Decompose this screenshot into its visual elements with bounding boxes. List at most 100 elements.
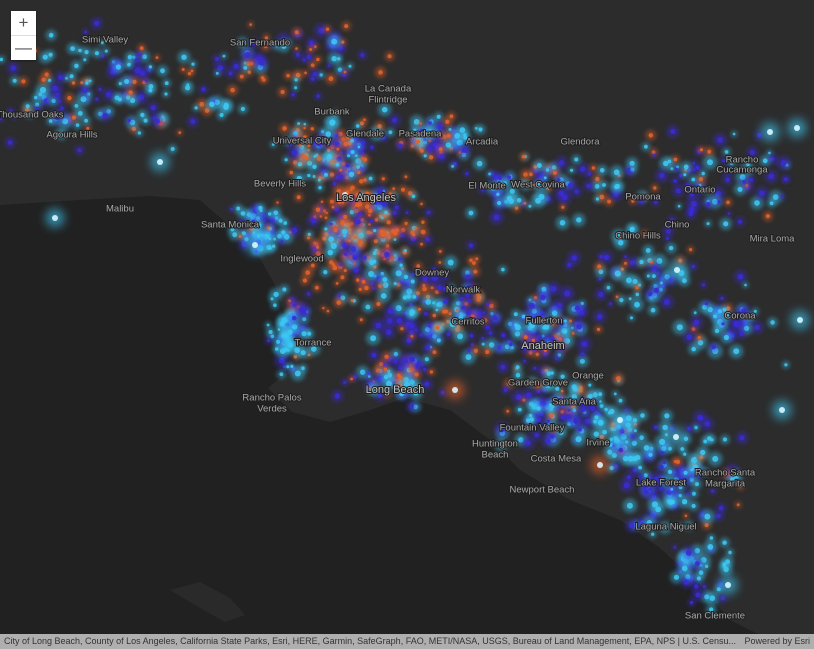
incident-dot (291, 315, 297, 321)
incident-dot (75, 123, 80, 127)
incident-dot (60, 106, 64, 110)
incident-dot (547, 187, 551, 191)
incident-dot (461, 147, 468, 153)
incident-dot (292, 136, 297, 141)
incident-dot (285, 138, 290, 143)
incident-dot (148, 65, 152, 69)
incident-dot (388, 192, 393, 197)
incident-dot (325, 131, 332, 137)
incident-dot (334, 393, 340, 399)
incident-dot (697, 190, 702, 194)
incident-dot (98, 87, 102, 91)
incident-dot (392, 210, 397, 215)
incident-dot (42, 54, 48, 60)
incident-dot (317, 178, 321, 182)
incident-dot (319, 215, 323, 218)
incident-dot (58, 131, 64, 137)
incident-dot (438, 250, 442, 253)
incident-dot (273, 291, 279, 298)
incident-dot (643, 473, 648, 478)
incident-dot (722, 159, 726, 163)
incident-dot (521, 154, 526, 159)
place-label: Glendale (346, 129, 384, 140)
incident-dot (69, 74, 74, 79)
incident-dot (701, 283, 706, 287)
incident-dot (693, 311, 697, 315)
incident-dot (0, 116, 3, 121)
incident-dot (372, 286, 376, 290)
incident-dot (599, 404, 604, 408)
incident-dot (362, 256, 367, 260)
incident-dot (190, 69, 194, 73)
zoom-in-button[interactable]: + (18, 13, 29, 32)
incident-dot (534, 432, 539, 438)
incident-dot (765, 214, 771, 219)
incident-dot (567, 262, 572, 267)
incident-dot (470, 343, 474, 347)
incident-dot (549, 403, 552, 407)
incident-dot (756, 133, 762, 138)
powered-by[interactable]: Powered by Esri (744, 636, 810, 646)
incident-dot (560, 415, 565, 420)
incident-dot (376, 368, 381, 373)
incident-dot (343, 70, 347, 74)
incident-dot (335, 142, 339, 147)
incident-dot (503, 388, 508, 392)
incident-dot (373, 130, 380, 137)
incident-dot (278, 357, 285, 364)
incident-dot (239, 74, 244, 79)
incident-dot (384, 354, 389, 359)
incident-dot (150, 105, 156, 111)
incident-dot (316, 94, 321, 98)
incident-dot (378, 198, 384, 204)
incident-dot (513, 312, 518, 317)
incident-dot (595, 197, 600, 201)
incident-dot (598, 277, 602, 281)
incident-dot (659, 172, 665, 179)
incident-dot (720, 596, 725, 601)
incident-dot (406, 294, 412, 299)
incident-dot (393, 358, 398, 364)
incident-dot (742, 180, 746, 184)
incident-dot (84, 118, 88, 123)
incident-dot (286, 73, 290, 78)
zoom-out-button[interactable]: — (11, 35, 36, 60)
incident-dot (703, 439, 708, 444)
incident-dot (297, 162, 302, 167)
incident-dot (240, 106, 245, 112)
incident-dot (409, 309, 415, 315)
incident-dot (303, 122, 307, 126)
incident-dot (236, 206, 241, 211)
incident-dot (749, 177, 754, 182)
hotspot (617, 417, 623, 423)
incident-dot (468, 210, 474, 216)
incident-dot (436, 338, 441, 343)
attribution: City of Long Beach, County of Los Angele… (4, 636, 737, 646)
incident-dot (509, 342, 513, 347)
place-label: Mira Loma (750, 234, 796, 245)
incident-dot (689, 600, 694, 605)
incident-dot (267, 339, 271, 343)
incident-dot (514, 206, 519, 210)
incident-dot (329, 172, 335, 177)
incident-dot (371, 386, 378, 393)
hotspot (674, 267, 680, 273)
incident-dot (613, 191, 619, 198)
attribution-bar: City of Long Beach, County of Los Angele… (0, 634, 814, 649)
incident-dot (273, 237, 276, 241)
incident-dot (723, 566, 729, 573)
incident-dot (706, 190, 709, 194)
incident-dot (55, 92, 60, 98)
incident-dot (578, 427, 582, 432)
incident-dot (409, 302, 413, 307)
incident-dot (446, 332, 451, 337)
incident-dot (723, 221, 729, 227)
incident-dot (514, 324, 521, 331)
incident-dot (432, 267, 436, 271)
incident-dot (139, 46, 144, 51)
incident-dot (388, 130, 393, 135)
place-label: Burbank (314, 107, 350, 118)
incident-dot (689, 248, 693, 252)
